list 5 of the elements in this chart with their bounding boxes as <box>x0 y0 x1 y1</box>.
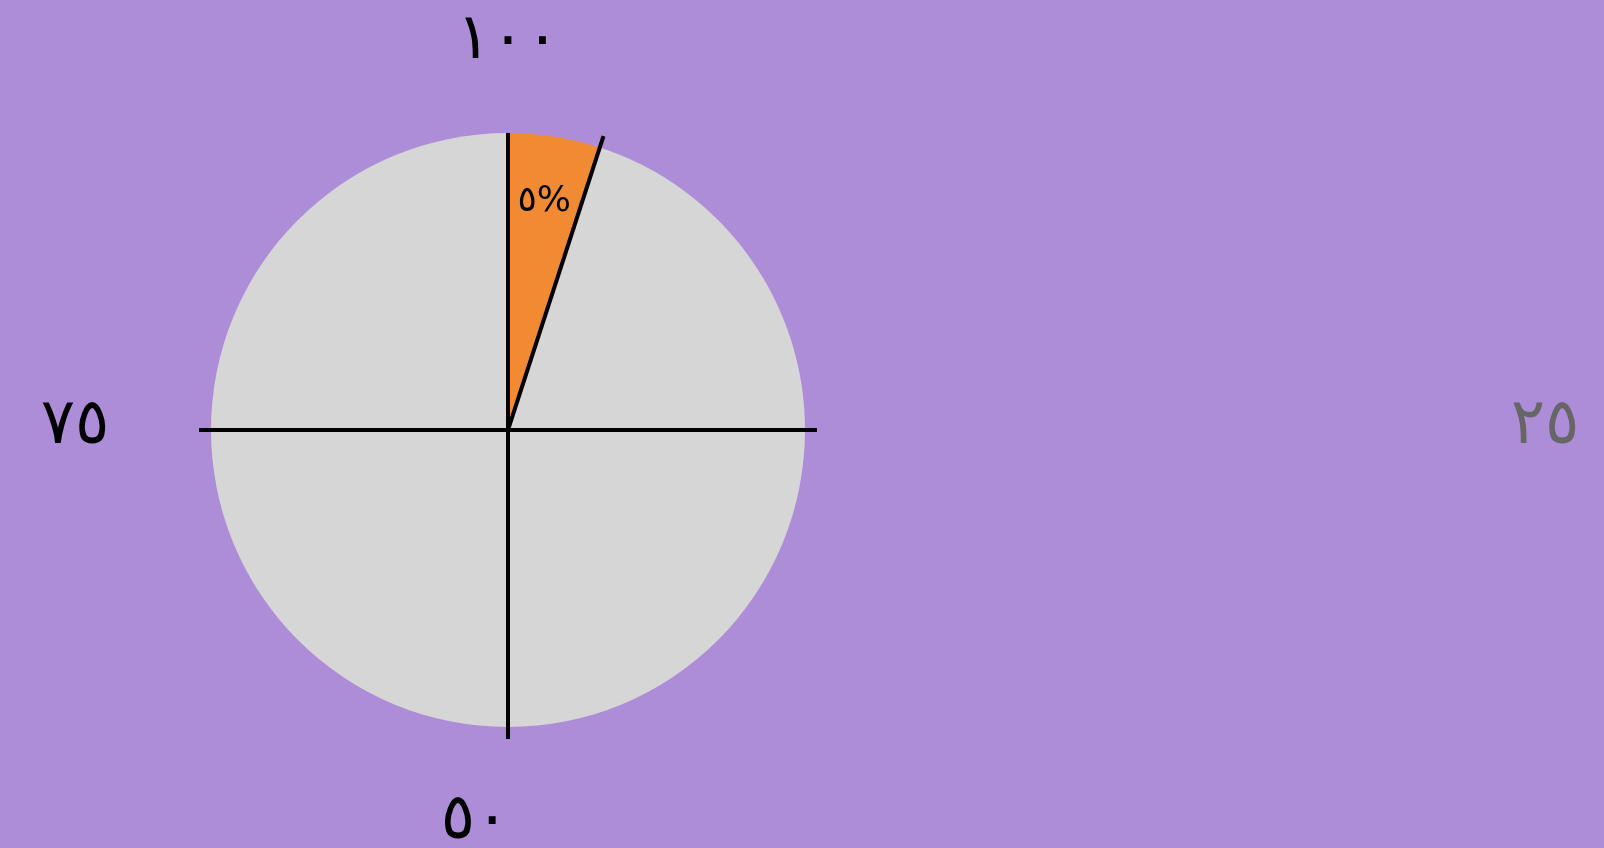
text: ٥٠ <box>440 778 510 848</box>
data-label: ٥% <box>517 178 572 220</box>
text: ٧٥ <box>40 383 110 458</box>
text: ١٠٠ <box>456 0 560 73</box>
text: ٢٥ <box>1510 383 1580 458</box>
